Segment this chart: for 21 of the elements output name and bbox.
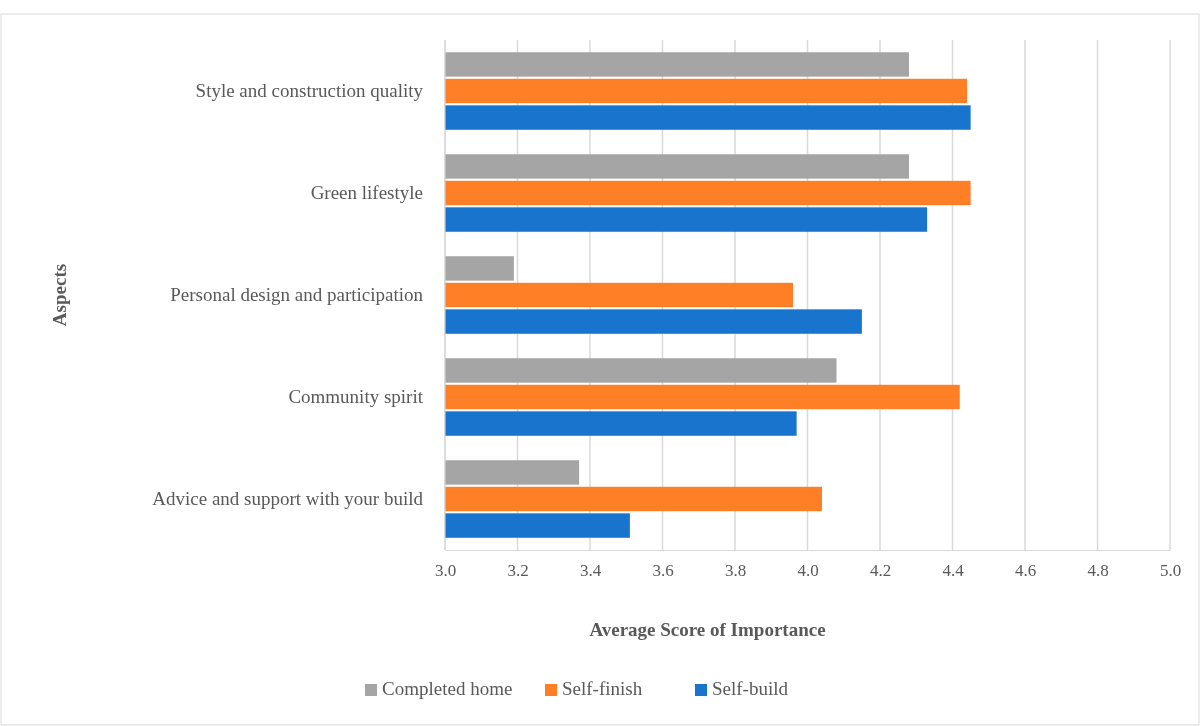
x-tick-label: 3.0 [434,561,457,581]
y-tick-label: Style and construction quality [195,80,424,102]
x-tick-label: 4.2 [869,561,892,581]
x-tick-label: 3.6 [652,561,674,581]
x-tick-label: 4.0 [797,561,819,581]
y-tick-label: Community spirit [288,386,424,408]
x-tick-label: 3.8 [724,561,747,581]
x-tick-label: 5.0 [1159,561,1182,581]
x-tick-label: 3.4 [579,561,602,581]
x-tick-label: 4.6 [1014,561,1037,581]
legend-label: Self-finish [562,678,643,699]
y-tick-label: Advice and support with your build [152,488,424,510]
y-tick-label: Green lifestyle [310,182,423,204]
x-tick-label: 3.2 [507,561,529,581]
x-tick-label: 4.8 [1087,561,1109,581]
x-tick-label: 4.4 [942,561,965,581]
legend-label: Completed home [382,678,513,699]
x-axis-title: Average Score of Importance [589,619,826,640]
y-axis-title: Aspects [49,263,70,327]
legend-label: Self-build [712,678,789,699]
y-tick-label: Personal design and participation [170,284,424,306]
